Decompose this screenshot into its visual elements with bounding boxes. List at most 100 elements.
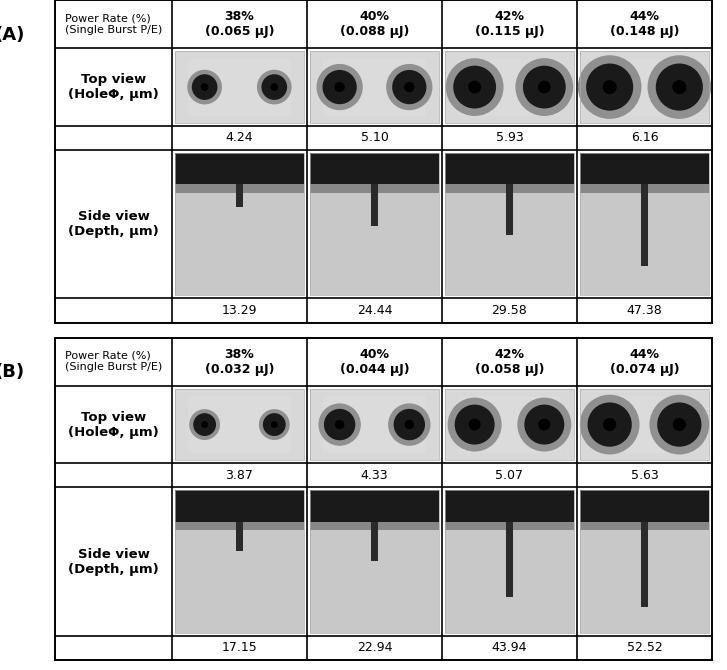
Bar <box>580 490 709 522</box>
Bar <box>445 52 574 123</box>
Bar <box>175 389 304 460</box>
Text: 5.63: 5.63 <box>630 469 659 482</box>
Bar <box>445 490 574 632</box>
Circle shape <box>323 70 357 105</box>
Bar <box>175 184 304 193</box>
Circle shape <box>318 403 361 446</box>
Circle shape <box>523 66 566 109</box>
Circle shape <box>388 403 430 446</box>
Bar <box>580 153 709 295</box>
Bar <box>310 153 439 184</box>
Text: 44%
(0.148 μJ): 44% (0.148 μJ) <box>610 10 679 38</box>
Circle shape <box>518 397 571 452</box>
Bar <box>175 153 304 295</box>
Circle shape <box>468 80 481 94</box>
Bar <box>55 0 712 322</box>
Text: 3.87: 3.87 <box>225 469 254 482</box>
Bar <box>188 58 291 116</box>
Text: Side view
(Depth, μm): Side view (Depth, μm) <box>68 547 158 576</box>
Circle shape <box>587 403 632 447</box>
Bar <box>445 153 574 295</box>
Circle shape <box>524 405 564 445</box>
Circle shape <box>453 66 496 109</box>
Bar <box>580 389 709 460</box>
Circle shape <box>393 409 425 440</box>
Circle shape <box>657 403 702 447</box>
Text: Power Rate (%)
(Single Burst P/E): Power Rate (%) (Single Burst P/E) <box>65 13 162 35</box>
Bar <box>445 153 574 184</box>
Circle shape <box>189 409 220 440</box>
Circle shape <box>188 70 222 105</box>
Text: 42%
(0.058 μJ): 42% (0.058 μJ) <box>475 348 545 376</box>
Circle shape <box>270 83 278 91</box>
Circle shape <box>579 395 640 454</box>
Bar <box>445 490 574 632</box>
Circle shape <box>335 420 345 429</box>
Bar <box>580 153 709 295</box>
Bar <box>580 490 709 632</box>
Bar <box>310 490 439 632</box>
Bar <box>310 389 439 460</box>
Text: (B): (B) <box>0 363 25 381</box>
Bar <box>371 522 378 561</box>
Circle shape <box>271 421 278 428</box>
Bar <box>310 184 439 193</box>
Bar <box>323 396 426 453</box>
Circle shape <box>538 80 551 94</box>
Circle shape <box>649 395 710 454</box>
Bar <box>593 396 696 453</box>
Text: Top view
(HoleΦ, μm): Top view (HoleΦ, μm) <box>68 411 158 439</box>
Bar <box>593 58 696 116</box>
Text: 5.93: 5.93 <box>496 131 523 144</box>
Bar <box>310 490 439 632</box>
Bar <box>580 52 709 123</box>
Circle shape <box>448 397 502 452</box>
Bar <box>175 490 304 522</box>
Bar <box>445 522 574 531</box>
Bar <box>505 184 513 235</box>
Text: 29.58: 29.58 <box>491 304 527 317</box>
Text: 47.38: 47.38 <box>627 304 662 317</box>
Text: 42%
(0.115 μJ): 42% (0.115 μJ) <box>475 10 545 38</box>
Circle shape <box>386 64 433 110</box>
Text: Power Rate (%)
(Single Burst P/E): Power Rate (%) (Single Burst P/E) <box>65 351 162 373</box>
Text: 17.15: 17.15 <box>222 641 257 655</box>
Circle shape <box>672 418 686 431</box>
Bar <box>640 184 648 265</box>
Bar <box>310 52 439 123</box>
Text: Side view
(Depth, μm): Side view (Depth, μm) <box>68 210 158 238</box>
Text: 40%
(0.044 μJ): 40% (0.044 μJ) <box>340 348 409 376</box>
Bar <box>371 184 378 226</box>
Circle shape <box>672 80 686 94</box>
Text: 44%
(0.074 μJ): 44% (0.074 μJ) <box>610 348 679 376</box>
Circle shape <box>259 409 289 440</box>
Bar <box>236 522 244 551</box>
Circle shape <box>392 70 427 105</box>
Circle shape <box>446 58 504 116</box>
Circle shape <box>586 64 633 111</box>
Circle shape <box>603 80 616 94</box>
Text: 5.10: 5.10 <box>361 131 388 144</box>
Circle shape <box>263 413 286 436</box>
Bar <box>175 153 304 184</box>
Circle shape <box>603 418 616 431</box>
Text: 13.29: 13.29 <box>222 304 257 317</box>
Circle shape <box>454 405 494 445</box>
Text: 38%
(0.065 μJ): 38% (0.065 μJ) <box>205 10 274 38</box>
Bar <box>310 522 439 531</box>
Bar <box>175 490 304 632</box>
Text: 24.44: 24.44 <box>357 304 392 317</box>
Bar <box>580 522 709 531</box>
Bar <box>445 490 574 522</box>
Circle shape <box>648 55 711 119</box>
Bar <box>310 389 439 460</box>
Text: 40%
(0.088 μJ): 40% (0.088 μJ) <box>340 10 409 38</box>
Text: 6.16: 6.16 <box>631 131 659 144</box>
Circle shape <box>405 420 414 429</box>
Text: 52.52: 52.52 <box>627 641 662 655</box>
Text: 4.33: 4.33 <box>361 469 388 482</box>
Text: 5.07: 5.07 <box>496 469 523 482</box>
Bar <box>175 522 304 531</box>
Circle shape <box>193 413 216 436</box>
Bar <box>458 58 561 116</box>
